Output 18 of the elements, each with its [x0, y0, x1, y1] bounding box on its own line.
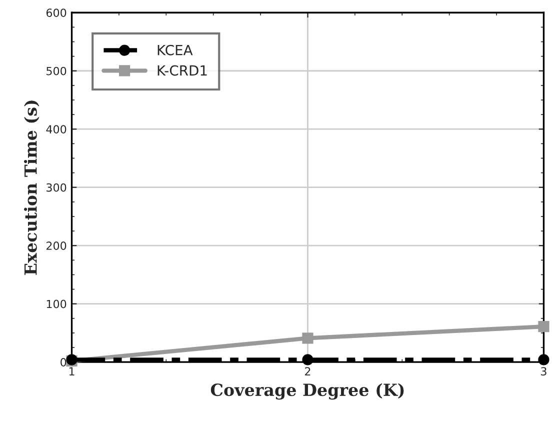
x-axis-title: Coverage Degree (K)	[210, 383, 404, 400]
y-tick-label: 0	[60, 358, 66, 366]
legend-label: KCEA	[158, 44, 193, 56]
legend-label: K-CRD1	[158, 65, 207, 76]
y-tick-label: 200	[46, 242, 66, 250]
y-tick-label: 300	[46, 183, 66, 192]
point	[302, 332, 314, 344]
y-tick-label: 600	[46, 8, 66, 18]
point	[302, 354, 314, 366]
y-tick-label: 400	[46, 125, 66, 134]
x-tick-label: 1	[69, 367, 74, 376]
x-tick-label: 2	[305, 367, 310, 376]
y-tick-label: 500	[46, 66, 66, 76]
point	[538, 320, 550, 332]
y-axis-title: Execution Time (s)	[24, 100, 40, 275]
point	[538, 354, 550, 366]
y-tick-label: 100	[46, 300, 66, 308]
x-tick-label: 3	[541, 367, 546, 376]
